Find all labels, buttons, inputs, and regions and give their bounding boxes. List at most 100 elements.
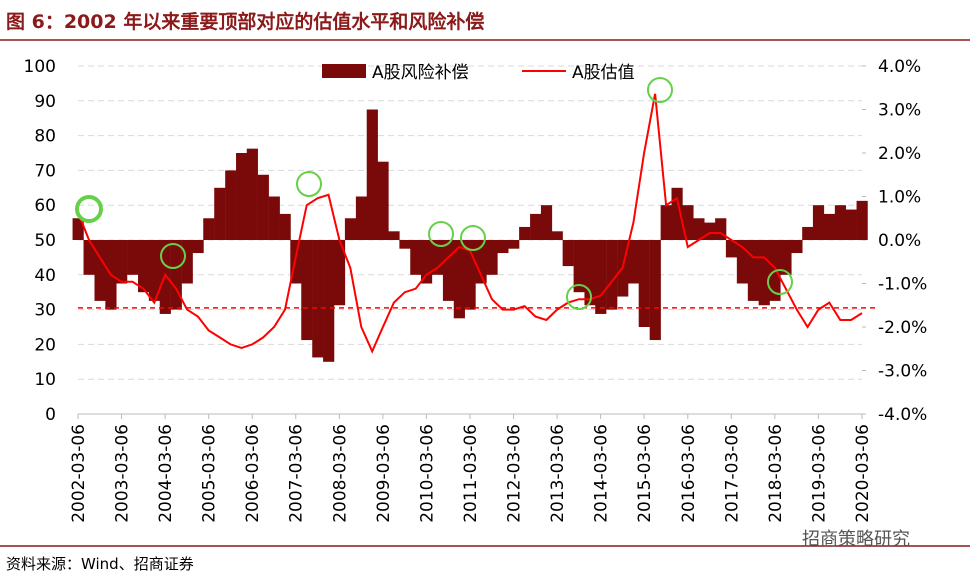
x-tick-label: 2011-03-06 xyxy=(461,424,481,523)
highlight-circle xyxy=(428,221,454,247)
x-tick-label: 2003-03-06 xyxy=(113,424,133,523)
chart-title: 图 6：2002 年以来重要顶部对应的估值水平和风险补偿 xyxy=(6,10,484,33)
y-tick-label: 0 xyxy=(45,405,56,425)
bar xyxy=(638,240,650,327)
bar xyxy=(834,205,847,240)
bar xyxy=(595,240,607,314)
bar xyxy=(475,240,487,284)
x-tick-label: 2005-03-06 xyxy=(200,424,220,523)
x-tick-label: 2016-03-06 xyxy=(679,424,699,523)
bar xyxy=(301,240,313,341)
bar xyxy=(682,205,694,240)
bar xyxy=(606,240,618,310)
bar xyxy=(715,218,727,240)
bar xyxy=(802,226,814,240)
y-tick-label: 100 xyxy=(24,57,56,77)
x-tick-label: 2012-03-06 xyxy=(505,424,525,523)
bar xyxy=(519,226,531,240)
bar xyxy=(540,205,553,240)
bar xyxy=(442,240,455,301)
bar xyxy=(584,240,596,306)
highlight-circle xyxy=(75,195,103,223)
bar xyxy=(116,240,128,284)
legend-label: A股风险补偿 xyxy=(372,63,469,83)
bar xyxy=(257,174,269,240)
y2-tick-label: -2.0% xyxy=(878,318,927,338)
bar xyxy=(704,222,716,240)
y2-tick-label: 1.0% xyxy=(878,188,921,208)
bar xyxy=(464,240,476,310)
bar xyxy=(388,231,400,240)
bar xyxy=(649,240,661,341)
line xyxy=(77,93,863,354)
y-tick-label: 90 xyxy=(34,92,56,112)
bar xyxy=(420,240,433,284)
x-tick-label: 2004-03-06 xyxy=(156,424,176,523)
y2-tick-label: -1.0% xyxy=(878,275,927,295)
bar xyxy=(573,240,585,293)
x-tick-label: 2007-03-06 xyxy=(287,424,307,523)
highlight-circle xyxy=(160,243,186,269)
bar xyxy=(736,240,749,284)
bar xyxy=(758,240,770,306)
x-tick-label: 2019-03-06 xyxy=(809,424,829,523)
bar xyxy=(693,218,705,240)
bar xyxy=(497,240,509,254)
x-tick-label: 2017-03-06 xyxy=(722,424,742,523)
y2-tick-label: -3.0% xyxy=(878,362,927,382)
bar xyxy=(236,153,248,240)
x-tick-label: 2020-03-06 xyxy=(853,424,873,523)
bar xyxy=(780,240,792,275)
bar xyxy=(791,240,803,254)
y-tick-label: 70 xyxy=(34,161,56,181)
bar xyxy=(333,240,346,306)
bar xyxy=(192,240,204,254)
x-tick-label: 2013-03-06 xyxy=(548,424,568,523)
watermark: 招商策略研究 xyxy=(802,529,910,550)
bar xyxy=(410,240,422,275)
bar xyxy=(399,240,411,249)
y-tick-label: 80 xyxy=(34,127,56,147)
y2-tick-label: 2.0% xyxy=(878,144,921,164)
y2-tick-label: -4.0% xyxy=(878,405,927,425)
bar xyxy=(94,240,106,301)
x-tick-label: 2009-03-06 xyxy=(374,424,394,523)
y2-tick-label: 4.0% xyxy=(878,57,921,77)
highlights xyxy=(75,77,793,310)
bar xyxy=(725,240,738,258)
y2-tick-label: 3.0% xyxy=(878,101,921,121)
bar xyxy=(246,148,258,240)
bar xyxy=(530,213,542,240)
x-tick-label: 2018-03-06 xyxy=(766,424,786,523)
bar xyxy=(627,240,640,284)
y-tick-label: 10 xyxy=(34,370,56,390)
x-tick-label: 2010-03-06 xyxy=(417,424,437,523)
bar xyxy=(127,240,139,275)
bar xyxy=(138,240,150,293)
bar-series xyxy=(72,109,868,362)
bar xyxy=(431,240,444,275)
bar xyxy=(83,240,95,275)
x-tick-label: 2015-03-06 xyxy=(635,424,655,523)
x-tick-label: 2002-03-06 xyxy=(69,424,89,523)
bar xyxy=(290,240,302,284)
y2-tick-label: 0.0% xyxy=(878,231,921,251)
bar xyxy=(551,231,563,240)
bar xyxy=(671,187,683,240)
bar xyxy=(355,196,368,240)
bar xyxy=(562,240,574,267)
bar xyxy=(203,218,215,240)
bar xyxy=(181,240,193,284)
bar xyxy=(508,240,520,249)
y-tick-label: 50 xyxy=(34,231,56,251)
bar xyxy=(72,218,84,240)
source: 资料来源：Wind、招商证券 xyxy=(6,555,194,573)
bar xyxy=(268,196,280,240)
y-tick-label: 20 xyxy=(34,335,56,355)
bar xyxy=(214,187,226,240)
bar xyxy=(856,200,868,240)
legend-label: A股估值 xyxy=(572,63,635,83)
highlight-circle xyxy=(566,284,592,310)
y-tick-label: 60 xyxy=(34,196,56,216)
